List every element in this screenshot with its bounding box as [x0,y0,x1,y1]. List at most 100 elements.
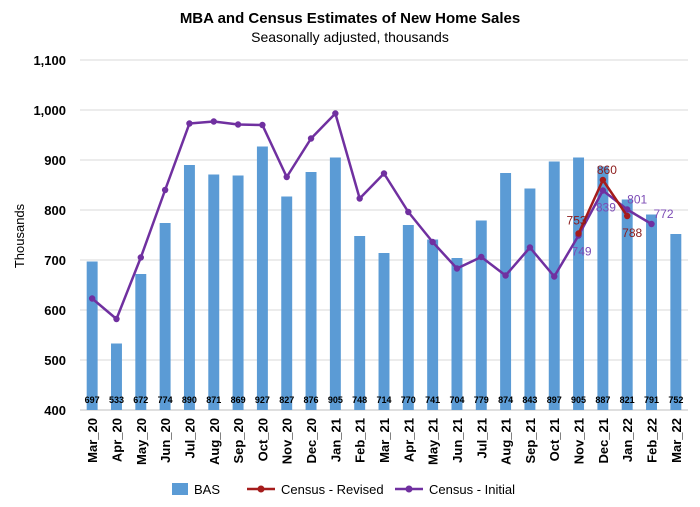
point-Feb_22 [648,220,655,228]
bar-Mar_21 [378,253,390,410]
legend: BAS Census - Revised Census - Initial [172,482,515,497]
legend-swatch-bas [172,483,188,495]
x-tick-label: Sep_21 [523,418,538,464]
x-tick-label: Feb_22 [645,418,660,463]
line-data-label: 753 [567,214,587,228]
bar-data-label: 741 [425,395,440,405]
bar-data-label: 748 [352,395,367,405]
point-Feb_21 [356,195,363,202]
bar-Jul_21 [475,220,487,410]
point-Dec_21 [599,176,607,184]
point-Mar_20 [88,295,96,302]
bar-Dec_21 [597,166,609,410]
point-Sep_20 [234,121,242,128]
bar-data-label: 890 [182,395,197,405]
point-Sep_21 [526,244,534,251]
x-tick-label: Jan_21 [328,418,343,462]
line-data-label: 749 [572,245,592,259]
x-tick-label: Oct_20 [255,418,270,461]
legend-label-revised: Census - Revised [281,482,384,497]
bar-Jan_22 [621,199,633,410]
x-tick-label: Sep_20 [231,418,246,464]
bar-Feb_22 [646,214,657,410]
bar-data-label: 887 [595,395,610,405]
line-census-initial [91,112,653,321]
y-tick-label: 600 [44,303,66,318]
bar-data-label: 871 [206,395,221,405]
x-tick-label: Jun_21 [450,418,465,463]
legend-label-initial: Census - Initial [429,482,515,497]
bar-data-label: 770 [401,395,416,405]
bar-Jun_20 [159,223,171,410]
x-tick-label: Mar_22 [669,418,684,463]
bar-data-label: 672 [133,395,148,405]
point-Aug_21 [502,272,509,279]
point-Jan_21 [332,110,339,117]
line-data-label: 860 [597,163,617,177]
x-tick-label: Mar_20 [85,418,100,463]
bar-Oct_21 [548,161,560,410]
point-Aug_20 [210,118,217,125]
point-Dec_21 [599,187,607,194]
bar-Jan_21 [329,157,341,410]
bar-data-label: 905 [328,395,343,405]
y-tick-label: 800 [44,203,66,218]
bar-data-label: 876 [304,395,319,405]
bar-Jul_20 [183,165,195,410]
y-tick-label: 1,000 [33,103,66,118]
y-tick-label: 500 [44,353,66,368]
x-tick-label: Dec_20 [304,418,319,464]
x-tick-label: Aug_21 [499,418,514,465]
bar-series: 697 533 672 774 890 871 869 927 827 876 905 748 714 7… [85,146,683,410]
point-Dec_20 [307,135,315,142]
bar-May_20 [135,274,147,410]
bar-data-label: 704 [449,395,464,405]
bar-Sep_20 [232,175,244,410]
line-data-label: 801 [627,193,647,207]
bar-data-label: 827 [279,395,294,405]
y-tick-label: 900 [44,153,66,168]
chart-title: MBA and Census Estimates of New Home Sal… [180,10,520,27]
y-axis-label: Thousands [12,203,27,268]
bar-Oct_20 [256,146,268,410]
bar-Mar_22 [670,234,682,410]
point-Oct_20 [259,121,266,129]
bar-data-label: 869 [231,395,246,405]
bar-Jun_21 [451,258,463,410]
bar-data-label: 774 [158,395,173,405]
x-tick-label: Oct_21 [547,418,562,461]
bar-Apr_21 [402,225,414,410]
legend-label-bas: BAS [194,482,220,497]
point-Nov_20 [283,173,290,181]
bar-data-label: 874 [498,395,513,405]
x-tick-label: Feb_21 [353,418,368,463]
point-Jul_20 [186,120,193,127]
bar-data-label: 905 [571,395,586,405]
bar-Nov_21 [573,157,585,410]
bar-data-label: 843 [522,395,537,405]
bar-data-label: 791 [644,395,659,405]
x-tick-label: Nov_21 [572,418,587,464]
bar-Nov_20 [281,196,293,410]
x-tick-label: Jun_20 [158,418,173,463]
bar-Dec_20 [305,172,317,410]
bar-Feb_21 [354,236,366,410]
point-Jun_21 [453,265,461,272]
bar-data-label: 897 [547,395,562,405]
bar-data-label: 533 [109,395,124,405]
point-May_20 [137,254,144,261]
point-Jan_22 [624,212,631,220]
y-tick-label: 1,100 [33,53,66,68]
x-tick-label: May_21 [426,418,441,465]
x-tick-label: Aug_20 [207,418,222,465]
bar-data-label: 714 [376,395,391,405]
x-tick-label: Dec_21 [596,418,611,464]
point-Nov_21 [575,230,582,237]
point-Jun_20 [161,186,169,194]
x-tick-label: Nov_20 [280,418,295,464]
line-data-label: 839 [596,201,616,215]
x-tick-label: Mar_21 [377,418,392,463]
line-series: 749 839 801 772 753 860 788 [88,110,674,323]
bar-Sep_21 [524,188,536,410]
